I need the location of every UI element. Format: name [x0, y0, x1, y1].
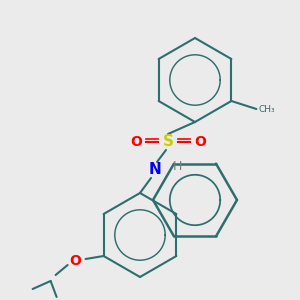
- Text: H: H: [172, 160, 182, 172]
- Text: O: O: [194, 135, 206, 149]
- Text: O: O: [130, 135, 142, 149]
- Text: O: O: [70, 254, 82, 268]
- Text: CH₃: CH₃: [258, 104, 275, 113]
- Text: N: N: [148, 163, 161, 178]
- Text: S: S: [163, 134, 173, 149]
